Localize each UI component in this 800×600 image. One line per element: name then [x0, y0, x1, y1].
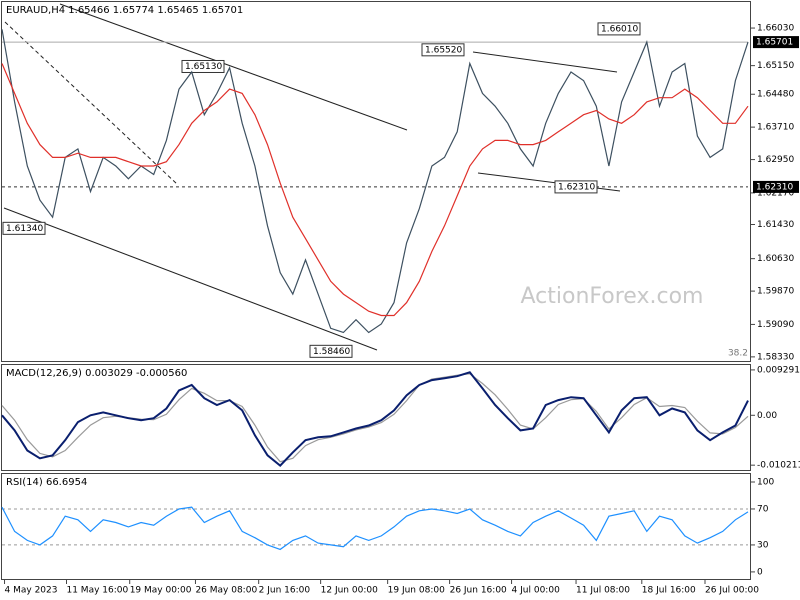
- y-tick-label: 1.58330: [757, 352, 794, 362]
- annotation-label: 1.62310: [558, 182, 595, 192]
- watermark: ActionForex.com: [521, 284, 704, 309]
- y-tick-label: 1.63710: [757, 123, 794, 133]
- price-panel: [1, 1, 751, 362]
- x-tick-label: 12 Jun 00:00: [321, 586, 378, 596]
- y-tick-label: 1.61430: [757, 220, 794, 230]
- x-tick-label: 11 Jul 08:00: [576, 586, 630, 596]
- y-tick-label: 1.65150: [757, 61, 794, 71]
- annotation-label: 1.66010: [601, 24, 638, 34]
- trend-line: [59, 3, 408, 131]
- annotation-label: 1.65520: [425, 45, 462, 55]
- x-tick-label: 2 Jun 16:00: [259, 586, 311, 596]
- support-label: 1.62310: [756, 182, 793, 192]
- macd-title: MACD(12,26,9) 0.003029 -0.000560: [6, 368, 187, 379]
- x-tick-label: 26 Jun 16:00: [450, 586, 507, 596]
- series-line: [1, 506, 749, 551]
- rsi-title: RSI(14) 66.6954: [6, 477, 87, 488]
- x-tick-label: 19 Jun 08:00: [388, 586, 445, 596]
- y-tick-label: 0.009291: [757, 365, 800, 375]
- series-line: [1, 63, 749, 317]
- y-tick-label: 1.62170: [757, 188, 794, 198]
- annotation-box: [421, 43, 465, 57]
- annotation-label: 1.58460: [313, 347, 350, 357]
- annotation-box: [2, 221, 46, 235]
- annotation-label: 1.61340: [6, 224, 43, 234]
- annotation-box: [181, 59, 225, 73]
- y-tick-label: 1.64480: [757, 90, 794, 100]
- x-tick-label: 4 May 2023: [5, 586, 58, 596]
- last-price-box: [753, 36, 799, 49]
- fib-label: 38.2: [728, 349, 748, 359]
- y-tick-label: 70: [757, 504, 769, 514]
- y-tick-label: 1.62950: [757, 155, 794, 165]
- chart-title: EURAUD,H4 1.65466 1.65774 1.65465 1.6570…: [6, 5, 243, 16]
- support-box: [753, 180, 799, 193]
- trend-line: [4, 21, 179, 186]
- macd-panel: [1, 364, 751, 471]
- y-tick-label: 30: [757, 540, 769, 550]
- annotation-box: [554, 180, 598, 194]
- x-tick-label: 19 May 00:00: [130, 586, 192, 596]
- series-line: [1, 371, 749, 467]
- y-tick-label: 0.00: [757, 411, 777, 421]
- trend-line: [3, 207, 378, 351]
- y-tick-label: -0.010211: [757, 461, 800, 471]
- annotation-box: [597, 22, 641, 36]
- y-tick-label: 1.66030: [757, 24, 794, 34]
- y-tick-label: 0: [757, 567, 763, 577]
- x-tick-label: 26 May 08:00: [195, 586, 257, 596]
- annotation-label: 1.65130: [185, 62, 222, 72]
- y-tick-label: 1.59870: [757, 287, 794, 297]
- x-tick-label: 26 Jul 00:00: [705, 586, 759, 596]
- series-line: [1, 29, 749, 334]
- y-tick-label: 1.60630: [757, 254, 794, 264]
- x-tick-label: 11 May 16:00: [66, 586, 128, 596]
- x-tick-label: 18 Jul 16:00: [642, 586, 696, 596]
- rsi-panel: [1, 473, 751, 580]
- last-price-label: 1.65701: [756, 38, 793, 48]
- annotation-box: [309, 344, 353, 358]
- trend-line: [472, 51, 618, 73]
- y-tick-label: 100: [757, 477, 774, 487]
- x-tick-label: 4 Jul 00:00: [512, 586, 561, 596]
- y-tick-label: 1.59090: [757, 320, 794, 330]
